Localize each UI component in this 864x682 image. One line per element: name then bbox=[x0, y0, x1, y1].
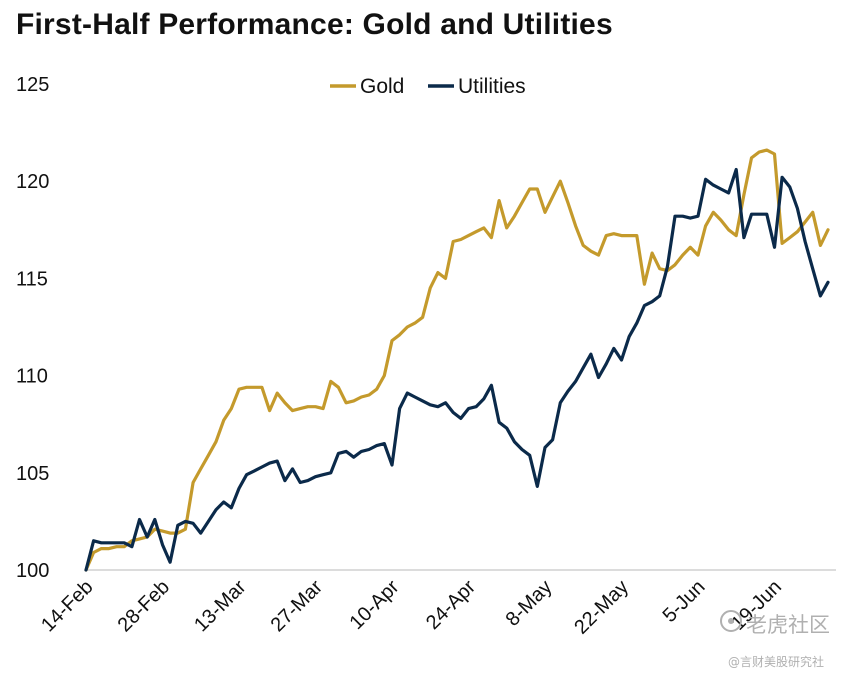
x-tick-label: 5-Jun bbox=[659, 576, 710, 627]
watermark-subtitle: @言财美股研究社 bbox=[728, 654, 824, 669]
x-tick-label: 24-Apr bbox=[422, 576, 480, 634]
x-axis-tick-labels: 14-Feb 28-Feb 13-Mar 27-Mar 10-Apr 24-Apr 8-Ma… bbox=[37, 576, 786, 639]
y-tick-label: 120 bbox=[16, 171, 49, 193]
y-tick-label: 125 bbox=[16, 74, 49, 96]
y-tick-label: 100 bbox=[16, 560, 49, 582]
y-axis-tick-labels: 100 105 110 115 120 125 bbox=[16, 74, 49, 582]
x-tick-label: 8-May bbox=[502, 576, 557, 631]
y-tick-label: 110 bbox=[16, 366, 48, 388]
legend-label-utilities: Utilities bbox=[458, 75, 526, 98]
legend-label-gold: Gold bbox=[360, 75, 404, 98]
x-tick-label: 14-Feb bbox=[37, 576, 97, 636]
watermark-title: 老虎社区 bbox=[746, 613, 830, 637]
series-line-gold bbox=[84, 148, 830, 572]
watermark-logo-icon bbox=[720, 610, 742, 632]
series-lines bbox=[84, 148, 830, 572]
page-title: First-Half Performance: Gold and Utiliti… bbox=[16, 8, 613, 41]
watermark: 老虎社区 @言财美股研究社 bbox=[720, 610, 830, 669]
x-tick-label: 10-Apr bbox=[346, 576, 404, 634]
y-tick-label: 115 bbox=[16, 268, 48, 290]
x-tick-label: 28-Feb bbox=[114, 576, 174, 636]
x-tick-label: 27-Mar bbox=[267, 576, 328, 637]
y-tick-label: 105 bbox=[16, 463, 49, 485]
x-tick-label: 13-Mar bbox=[190, 576, 251, 637]
legend: Gold Utilities bbox=[330, 75, 526, 98]
x-tick-label: 22-May bbox=[570, 576, 633, 639]
series-line-utilities bbox=[84, 167, 830, 572]
